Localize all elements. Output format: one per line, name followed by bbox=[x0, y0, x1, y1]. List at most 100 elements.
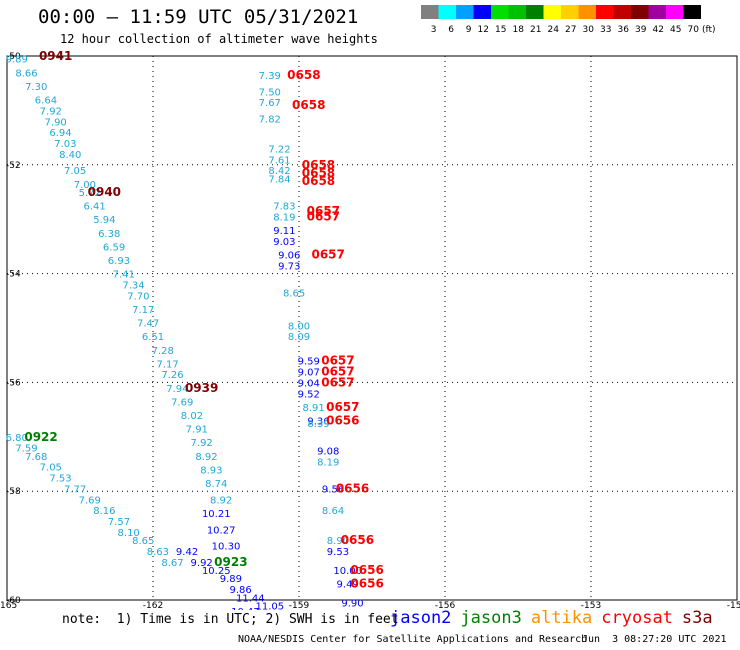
mission-label: jason3 bbox=[460, 608, 522, 628]
wave-height-label: 7.22 bbox=[268, 144, 290, 155]
wave-height-label: 7.84 bbox=[268, 174, 290, 185]
wave-height-label: 6.94 bbox=[49, 128, 71, 139]
legend-swatch-label: 30 bbox=[583, 25, 595, 35]
legend-swatch bbox=[491, 5, 509, 19]
wave-height-label: 7.05 bbox=[64, 166, 86, 177]
generated-date: Jun 3 08:27:20 UTC 2021 bbox=[582, 634, 727, 645]
wave-height-label: 6.80 bbox=[6, 433, 28, 444]
wave-height-label: 8.19 bbox=[273, 212, 295, 223]
wave-height-label: 9.36 bbox=[307, 416, 329, 427]
wave-height-label: 7.17 bbox=[132, 305, 154, 316]
wave-height-label: 5.72 bbox=[79, 188, 101, 199]
wave-height-label: 10.47 bbox=[231, 607, 260, 610]
legend-swatch bbox=[648, 5, 666, 19]
wave-height-label: 7.50 bbox=[259, 87, 281, 98]
wave-height-label: 7.26 bbox=[161, 370, 183, 381]
chart-subtitle: 12 hour collection of altimeter wave hei… bbox=[60, 32, 378, 46]
wave-height-label: 9.59 bbox=[298, 357, 320, 368]
wave-height-label: 7.92 bbox=[191, 438, 213, 449]
wave-height-label: 10.27 bbox=[207, 525, 236, 536]
pass-time-label: 0656 bbox=[326, 413, 359, 427]
legend-swatch bbox=[473, 5, 491, 19]
pass-time-label: 0656 bbox=[350, 563, 383, 577]
wave-height-label: 10.21 bbox=[202, 509, 231, 520]
wave-height-label: 11.05 bbox=[255, 601, 284, 610]
wave-height-label: 7.05 bbox=[40, 463, 62, 474]
wave-height-label: 7.28 bbox=[152, 346, 174, 357]
legend-swatch-label: 3 bbox=[431, 25, 437, 35]
wave-height-label: 7.00 bbox=[74, 180, 96, 191]
legend-swatch-label: 39 bbox=[635, 25, 647, 35]
wave-height-label: 9.49 bbox=[337, 580, 359, 591]
wave-height-label: 7.68 bbox=[25, 452, 47, 463]
wave-height-label: 7.59 bbox=[15, 444, 37, 455]
wave-height-label: 9.06 bbox=[278, 251, 300, 262]
wave-height-label: 8.00 bbox=[288, 321, 310, 332]
wave-height-label: 9.73 bbox=[278, 261, 300, 272]
mission-label: jason2 bbox=[390, 608, 452, 628]
legend-swatch bbox=[631, 5, 649, 19]
legend-swatch bbox=[438, 5, 456, 19]
y-tick-label: -56 bbox=[6, 378, 21, 388]
pass-time-label: 0658 bbox=[302, 174, 335, 188]
wave-height-label: 8.93 bbox=[200, 465, 222, 476]
wave-height-label: 8.64 bbox=[322, 506, 344, 517]
mission-label: cryosat bbox=[601, 608, 673, 628]
legend-swatch bbox=[683, 5, 701, 19]
wave-height-label: 8.10 bbox=[118, 528, 140, 539]
legend-swatch bbox=[613, 5, 631, 19]
legend-swatch-label: 15 bbox=[495, 25, 506, 35]
wave-height-label: 7.53 bbox=[49, 474, 71, 485]
wave-height-label: 8.66 bbox=[15, 68, 37, 79]
wave-height-label: 9.89 bbox=[6, 55, 28, 66]
wave-height-label: 8.67 bbox=[161, 558, 183, 569]
pass-time-label: 0941 bbox=[39, 49, 72, 63]
y-tick-label: -58 bbox=[6, 487, 21, 497]
wave-height-label: 7.67 bbox=[259, 98, 281, 109]
pass-time-label: 0657 bbox=[307, 209, 340, 223]
wave-height-label: 6.93 bbox=[108, 256, 130, 267]
wave-height-label: 9.89 bbox=[220, 574, 242, 585]
wave-height-label: 7.57 bbox=[108, 517, 130, 528]
plot-frame bbox=[6, 55, 738, 601]
wave-height-label: 9.11 bbox=[273, 226, 295, 237]
wave-height-label: 11.44 bbox=[236, 593, 265, 604]
wave-height-label: 6.38 bbox=[98, 229, 120, 240]
wave-height-label: 7.34 bbox=[122, 280, 144, 291]
wave-height-label: 5.94 bbox=[93, 215, 115, 226]
wave-height-label: 9.04 bbox=[298, 378, 320, 389]
credit-text: NOAA/NESDIS Center for Satellite Applica… bbox=[238, 634, 588, 645]
wave-height-label: 8.39 bbox=[307, 419, 329, 430]
wave-height-label: 7.91 bbox=[186, 425, 208, 436]
wave-height-label: 9.07 bbox=[298, 368, 320, 379]
mission-label: s3a bbox=[681, 608, 713, 628]
wave-height-label: 9.90 bbox=[341, 599, 363, 610]
legend-swatch-label: 33 bbox=[600, 25, 611, 35]
wave-height-label: 9.52 bbox=[298, 389, 320, 400]
legend-swatch-label: 24 bbox=[548, 25, 560, 35]
legend-swatch-label: 36 bbox=[618, 25, 630, 35]
pass-time-label: 0656 bbox=[341, 533, 374, 547]
wave-height-label: 9.56 bbox=[322, 484, 344, 495]
legend-swatch bbox=[578, 5, 596, 19]
y-tick-label: -52 bbox=[6, 161, 21, 171]
x-tick-label: -165 bbox=[0, 601, 17, 610]
legend-swatch bbox=[596, 5, 614, 19]
pass-time-label: 0658 bbox=[287, 68, 320, 82]
legend-unit: (ft) bbox=[702, 25, 716, 35]
legend-swatch bbox=[526, 5, 544, 19]
pass-time-label: 0656 bbox=[336, 481, 369, 495]
chart-title: 00:00 — 11:59 UTC 05/31/2021 bbox=[38, 6, 359, 28]
wave-height-label: 8.65 bbox=[283, 289, 305, 300]
legend-swatch-label: 6 bbox=[448, 25, 454, 35]
legend-swatch bbox=[561, 5, 579, 19]
wave-height-label: 8.19 bbox=[317, 457, 339, 468]
wave-height-label: 6.51 bbox=[142, 332, 164, 343]
x-tick-label: -159 bbox=[289, 601, 310, 610]
wave-height-label: 8.92 bbox=[210, 495, 232, 506]
wave-height-label: 8.42 bbox=[268, 166, 290, 177]
pass-time-label: 0938 bbox=[268, 609, 301, 610]
wave-height-label: 7.30 bbox=[25, 82, 47, 93]
legend-swatch-label: 27 bbox=[565, 25, 576, 35]
wave-height-label: 8.92 bbox=[195, 452, 217, 463]
